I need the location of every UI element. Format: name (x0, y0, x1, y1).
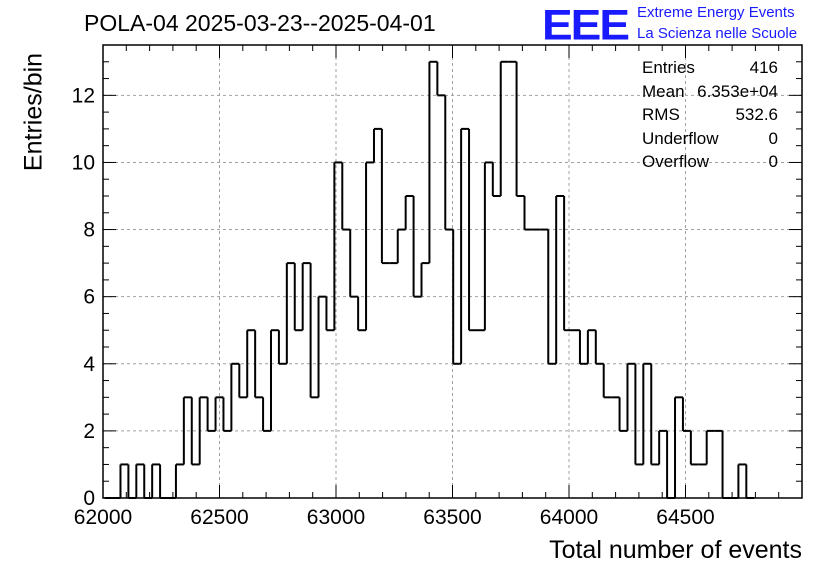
x-tick-label: 63000 (307, 506, 365, 529)
x-tick-label: 62000 (74, 506, 132, 529)
x-tick-label: 64500 (656, 506, 714, 529)
x-tick-label: 62500 (190, 506, 248, 529)
eee-logo-line1: Extreme Energy Events (637, 4, 795, 21)
y-tick-label: 4 (83, 353, 95, 376)
histogram-bars (104, 60, 755, 499)
x-tick-label: 63500 (423, 506, 481, 529)
stat-label: RMS (642, 105, 680, 124)
stat-label: Mean (642, 81, 685, 101)
x-axis-label: Total number of events (549, 536, 802, 564)
y-tick-label: 0 (83, 487, 95, 510)
chart-title: POLA-04 2025-03-23--2025-04-01 (84, 10, 436, 36)
stat-row-rms: RMS 532.6 (642, 105, 778, 129)
y-tick-label: 2 (83, 420, 95, 443)
stat-row-underflow: Underflow 0 (642, 129, 778, 153)
x-tick-label: 64000 (540, 506, 598, 529)
stat-value: 0 (768, 128, 778, 148)
y-axis-label: Entries/bin (19, 52, 48, 172)
stats-box: Entries 416 Mean 6.353e+04 RMS 532.6 Und… (642, 58, 778, 176)
stat-label: Entries (642, 58, 695, 77)
stat-row-mean: Mean 6.353e+04 (642, 82, 778, 106)
eee-logo-line2: La Scienza nelle Scuole (637, 25, 798, 42)
y-tick-label: 12 (72, 84, 95, 107)
y-tick-label: 8 (83, 219, 95, 242)
y-tick-label: 10 (72, 151, 95, 174)
stat-value: 532.6 (735, 105, 778, 124)
axis-ticks: 62000 62500 63000 63500 64000 64500 0 2 4 6 8 10 12 (72, 44, 803, 529)
stat-value: 0 (768, 152, 778, 171)
eee-logo-mark: EEE (542, 0, 630, 49)
stat-value: 416 (749, 58, 778, 77)
stat-label: Overflow (642, 152, 710, 171)
stat-row-overflow: Overflow 0 (642, 152, 778, 176)
stat-label: Underflow (642, 128, 719, 148)
stat-row-entries: Entries 416 (642, 58, 778, 82)
stat-value: 6.353e+04 (697, 81, 778, 101)
y-tick-label: 6 (83, 286, 95, 309)
